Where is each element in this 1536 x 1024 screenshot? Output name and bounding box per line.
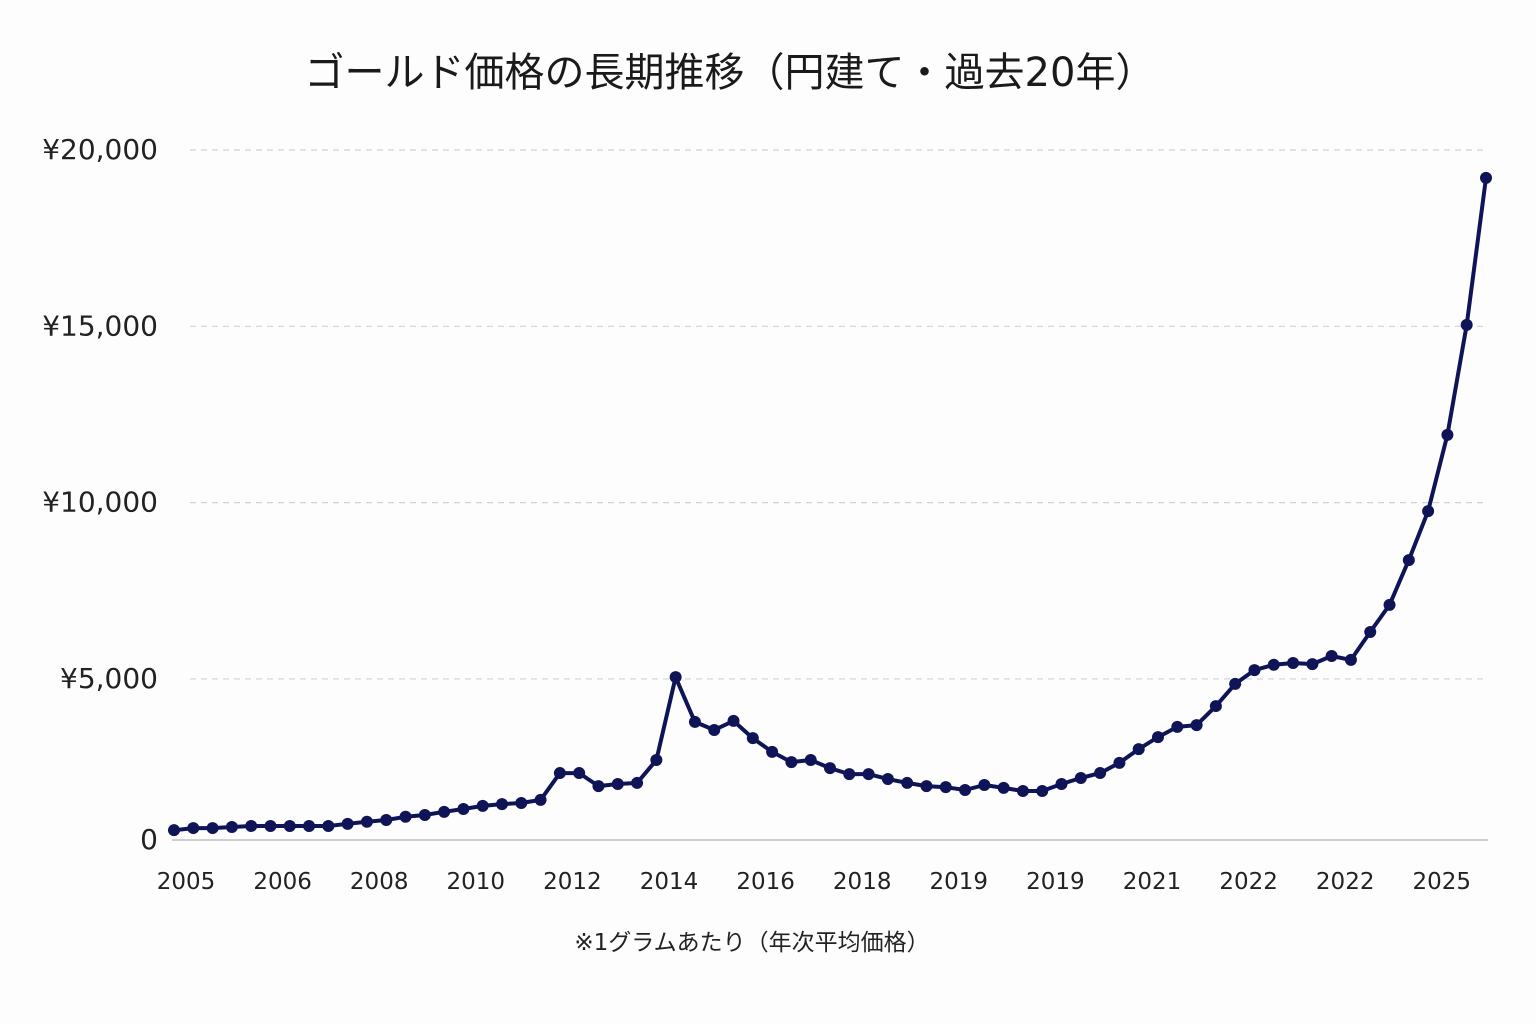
data-point (534, 793, 547, 806)
data-point (939, 781, 952, 794)
x-tick-label: 2005 (157, 869, 216, 895)
x-tick-label: 2022 (1219, 869, 1278, 895)
x-tick-label: 2021 (1123, 869, 1182, 895)
data-point (1113, 756, 1126, 769)
data-point (631, 776, 644, 789)
data-point (843, 768, 856, 781)
data-point (438, 805, 451, 818)
chart-footnote: ※1グラムあたり（年次平均価格） (574, 930, 929, 956)
data-point (187, 822, 200, 835)
data-point (1287, 657, 1300, 670)
data-point (1325, 649, 1338, 662)
x-tick-label: 2008 (350, 869, 409, 895)
data-point (457, 803, 470, 816)
data-point (496, 798, 508, 811)
data-point (1094, 767, 1107, 780)
data-point (862, 768, 875, 781)
data-point (1209, 700, 1222, 713)
x-tick-label: 2012 (543, 869, 602, 895)
data-point (1171, 720, 1184, 733)
data-point (225, 821, 238, 834)
data-point (1441, 428, 1454, 441)
data-point (1190, 719, 1203, 732)
data-point (418, 809, 431, 822)
data-point (303, 819, 316, 832)
data-point (1422, 505, 1435, 518)
data-point (1344, 653, 1357, 666)
chart-title: ゴールド価格の長期推移（円建て・過去20年） (305, 50, 1156, 96)
data-point (573, 767, 586, 780)
data-point (264, 819, 277, 832)
data-point (399, 810, 412, 823)
data-point (1036, 785, 1049, 798)
data-point (1229, 677, 1242, 690)
x-tick-label: 2019 (930, 869, 989, 895)
x-axis-ticks: 2005 2006 2008 2010 2012 2014 2016 2018 2019 2019… (157, 869, 1471, 895)
data-point (881, 773, 894, 786)
data-point (1074, 771, 1087, 784)
data-point (688, 715, 701, 728)
data-point (959, 783, 972, 796)
x-tick-label: 2022 (1316, 869, 1375, 895)
data-point (650, 754, 663, 767)
series-line (173, 177, 1488, 833)
data-point (1460, 318, 1473, 331)
x-tick-label: 2014 (640, 869, 699, 895)
y-tick-label: 0 (140, 823, 158, 856)
grid-lines (190, 149, 1488, 680)
x-tick-label: 2025 (1413, 869, 1472, 895)
y-tick-label: ¥5,000 (60, 662, 158, 695)
data-point (1480, 171, 1492, 184)
data-point (824, 762, 836, 775)
data-point (1402, 554, 1415, 567)
x-tick-label: 2006 (253, 869, 312, 895)
data-point (380, 813, 393, 826)
data-point (708, 724, 721, 737)
data-point (1055, 777, 1068, 790)
data-point (168, 824, 180, 837)
data-point (1267, 658, 1280, 671)
data-point (283, 819, 296, 832)
data-point (785, 756, 798, 769)
data-point (245, 819, 258, 832)
data-point (611, 777, 624, 790)
x-tick-label: 2010 (447, 869, 506, 895)
data-point (360, 815, 373, 828)
data-point (553, 767, 566, 780)
data-point (476, 799, 489, 812)
data-point (1383, 598, 1396, 611)
y-axis-ticks: 0 ¥5,000 ¥10,000 ¥15,000 ¥20,000 (42, 133, 158, 856)
data-point (1152, 731, 1164, 744)
data-point (341, 817, 354, 830)
data-point (592, 780, 605, 793)
data-point (669, 671, 682, 684)
data-point (746, 732, 759, 745)
x-tick-label: 2016 (736, 869, 795, 895)
data-point (978, 779, 991, 792)
data-point (766, 745, 779, 758)
data-points (168, 171, 1492, 837)
data-point (206, 822, 219, 835)
data-point (322, 819, 335, 832)
data-point (1016, 785, 1029, 798)
data-point (1248, 664, 1261, 677)
data-point (1306, 658, 1319, 671)
y-tick-label: ¥20,000 (42, 133, 158, 166)
data-point (997, 781, 1010, 794)
data-point (1364, 626, 1377, 639)
x-tick-label: 2019 (1026, 869, 1085, 895)
data-point (901, 776, 914, 789)
y-tick-label: ¥15,000 (42, 309, 158, 342)
data-point (727, 714, 740, 727)
x-tick-label: 2018 (833, 869, 892, 895)
data-point (804, 754, 817, 767)
data-point (920, 780, 933, 793)
data-point (515, 797, 528, 810)
y-tick-label: ¥10,000 (42, 486, 158, 519)
data-point (1132, 743, 1145, 756)
